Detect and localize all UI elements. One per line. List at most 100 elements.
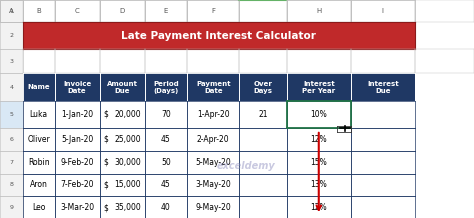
Bar: [55, 0, 100, 22]
Bar: [145, 0, 187, 22]
Bar: [337, 126, 351, 132]
Text: 6: 6: [9, 137, 13, 142]
Text: Invoice
Date: Invoice Date: [63, 81, 91, 94]
Bar: [187, 49, 239, 73]
Text: 9: 9: [9, 205, 13, 210]
Text: 45: 45: [161, 180, 171, 189]
Bar: [239, 151, 287, 174]
Bar: [239, 0, 287, 22]
Bar: [100, 73, 145, 101]
Text: C: C: [74, 8, 80, 14]
Text: Robin: Robin: [28, 158, 49, 167]
Bar: [287, 196, 351, 218]
Text: B: B: [36, 8, 41, 14]
Bar: [55, 73, 100, 101]
Bar: [239, 73, 287, 101]
Text: 13%: 13%: [310, 180, 327, 189]
Text: 12%: 12%: [310, 203, 327, 212]
Text: 12%: 12%: [310, 135, 327, 144]
Bar: [415, 49, 474, 73]
Bar: [287, 151, 351, 174]
Text: 5: 5: [9, 112, 13, 117]
Text: 3-May-20: 3-May-20: [195, 180, 231, 189]
Text: exceldemy: exceldemy: [217, 161, 276, 171]
Bar: [145, 128, 187, 151]
Bar: [100, 174, 145, 196]
Bar: [145, 73, 187, 101]
Bar: [23, 151, 55, 174]
Text: $: $: [103, 180, 108, 189]
Bar: [351, 174, 415, 196]
Bar: [287, 49, 351, 73]
Bar: [0, 101, 23, 128]
Bar: [100, 49, 145, 73]
Bar: [239, 101, 287, 128]
Bar: [23, 73, 55, 101]
Bar: [145, 196, 187, 218]
Text: 1: 1: [9, 9, 13, 14]
Text: I: I: [382, 8, 384, 14]
Bar: [23, 101, 55, 128]
Text: 20,000: 20,000: [114, 110, 141, 119]
Bar: [0, 151, 23, 174]
Bar: [0, 0, 23, 22]
Text: Leo: Leo: [32, 203, 46, 212]
Bar: [187, 151, 239, 174]
Text: Name: Name: [27, 84, 50, 90]
Text: H: H: [316, 8, 321, 14]
Text: Interest
Per Year: Interest Per Year: [302, 81, 335, 94]
Bar: [23, 49, 55, 73]
Text: $: $: [103, 135, 108, 144]
Text: 7: 7: [9, 160, 13, 165]
Bar: [145, 49, 187, 73]
Bar: [100, 0, 145, 22]
Text: F: F: [211, 8, 215, 14]
Bar: [145, 101, 187, 128]
Bar: [100, 128, 145, 151]
Bar: [23, 128, 55, 151]
Text: 1-Apr-20: 1-Apr-20: [197, 110, 229, 119]
Bar: [23, 174, 55, 196]
Text: 9-May-20: 9-May-20: [195, 203, 231, 212]
Text: $: $: [103, 203, 108, 212]
Text: 45: 45: [161, 135, 171, 144]
Text: Oliver: Oliver: [27, 135, 50, 144]
Bar: [287, 0, 351, 22]
Bar: [23, 0, 55, 22]
Bar: [239, 128, 287, 151]
Bar: [239, 0, 287, 22]
Bar: [100, 151, 145, 174]
Text: 3-Mar-20: 3-Mar-20: [60, 203, 94, 212]
Bar: [55, 196, 100, 218]
Text: 4: 4: [9, 85, 13, 90]
Bar: [187, 0, 239, 22]
Bar: [0, 0, 23, 22]
Bar: [287, 73, 351, 101]
Text: Luka: Luka: [29, 110, 48, 119]
Bar: [239, 174, 287, 196]
Text: 10%: 10%: [310, 110, 327, 119]
Bar: [100, 101, 145, 128]
Text: 70: 70: [161, 110, 171, 119]
Bar: [55, 49, 100, 73]
Text: 25,000: 25,000: [114, 135, 141, 144]
Bar: [0, 174, 23, 196]
Bar: [55, 0, 100, 22]
Bar: [187, 128, 239, 151]
Bar: [351, 128, 415, 151]
Bar: [100, 196, 145, 218]
Bar: [351, 196, 415, 218]
Bar: [0, 73, 23, 101]
Text: 21: 21: [258, 110, 268, 119]
Text: 3: 3: [9, 59, 13, 64]
Bar: [351, 73, 415, 101]
Text: Aron: Aron: [30, 180, 47, 189]
Bar: [187, 196, 239, 218]
Text: 5-Jan-20: 5-Jan-20: [61, 135, 93, 144]
Bar: [287, 0, 351, 22]
Bar: [0, 196, 23, 218]
Bar: [351, 151, 415, 174]
Bar: [55, 128, 100, 151]
Bar: [287, 128, 351, 151]
Bar: [239, 196, 287, 218]
